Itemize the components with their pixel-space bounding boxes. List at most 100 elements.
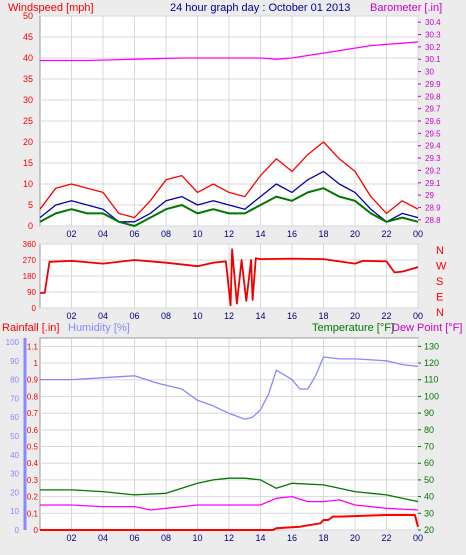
- temperature-tick-label: 30: [424, 508, 434, 518]
- time-tick-label: 02: [66, 533, 76, 543]
- time-tick-label: 02: [66, 311, 76, 321]
- temperature-axis-title: Temperature [°F]: [312, 322, 394, 334]
- windspeed-tick-label: 15: [23, 158, 33, 168]
- barometer-tick-label: 28.9: [425, 203, 441, 212]
- time-tick-label: 14: [255, 533, 265, 543]
- temperature-tick-label: 100: [424, 391, 439, 401]
- time-tick-label: 00: [413, 533, 423, 543]
- barometer-tick-label: 29.6: [425, 117, 441, 126]
- humidity-tick-label: 20: [10, 488, 19, 497]
- rainfall-axis-title: Rainfall [.in]: [2, 322, 59, 334]
- rainfall-tick-label: 1: [34, 359, 39, 368]
- dewpoint-line: [40, 495, 419, 511]
- direction-tick-label: 180: [23, 272, 37, 281]
- barometer-tick-label: 30.1: [425, 55, 441, 64]
- windspeed-tick-label: 5: [28, 200, 33, 210]
- time-tick-label: 16: [287, 229, 297, 239]
- time-tick-label: 22: [381, 229, 391, 239]
- windspeed-tick-label: 35: [23, 74, 33, 84]
- barometer-tick-label: 30.2: [425, 43, 441, 52]
- barometer-tick-label: 28.8: [425, 216, 441, 225]
- rainfall-tick-label: 0: [34, 526, 39, 535]
- rainfall-tick-label: 0.6: [27, 426, 39, 435]
- windspeed-tick-label: 40: [23, 53, 33, 63]
- barometer-tick-label: 29.2: [425, 166, 441, 175]
- time-tick-label: 10: [192, 533, 202, 543]
- barometer-tick-label: 30: [425, 68, 434, 77]
- barometer-tick-label: 29.4: [425, 142, 441, 151]
- time-tick-label: 04: [98, 533, 108, 543]
- windspeed-tick-label: 50: [23, 11, 33, 21]
- humidity-tick-label: 90: [10, 357, 19, 366]
- rainfall-tick-label: 0.8: [27, 392, 39, 401]
- time-tick-label: 08: [161, 229, 171, 239]
- compass-label: W: [436, 261, 447, 273]
- compass-label: S: [436, 276, 443, 288]
- gust-line: [39, 141, 419, 219]
- temperature-tick-label: 20: [424, 525, 434, 535]
- time-tick-label: 10: [192, 311, 202, 321]
- rainfall-tick-label: 0.1: [27, 509, 39, 518]
- time-tick-label: 00: [413, 311, 423, 321]
- compass-label: N: [436, 245, 444, 257]
- time-tick-label: 04: [98, 311, 108, 321]
- time-tick-label: 12: [224, 311, 234, 321]
- time-tick-label: 00: [413, 229, 423, 239]
- barometer-tick-label: 30.4: [425, 18, 441, 27]
- rainfall-axis: 0 0.1 0.2 0.3 0.4 0.5 0.6 0.7 0.8 0.9 1 1.1: [27, 342, 39, 535]
- humidity-axis: 0 10 20 30 40 50 60 70 80 90 100: [6, 338, 20, 535]
- time-tick-label: 22: [381, 311, 391, 321]
- windspeed-axis: 0 5 10 15 20 25 30 35 40 45 50: [23, 11, 33, 231]
- time-tick-label: 02: [66, 229, 76, 239]
- direction-tick-label: 360: [23, 240, 37, 249]
- direction-time-axis: 02 04 06 08 10 12 14 16 18 20 22 00: [66, 311, 423, 321]
- time-tick-label: 18: [318, 311, 328, 321]
- windspeed-tick-label: 25: [23, 116, 33, 126]
- barometer-tick-label: 29.1: [425, 179, 441, 188]
- direction-line: [40, 248, 419, 307]
- weather-panel-grid: [40, 338, 419, 531]
- temperature-tick-label: 50: [424, 475, 434, 485]
- average-wind-line: [39, 170, 419, 223]
- time-tick-label: 06: [129, 229, 139, 239]
- time-tick-label: 18: [318, 229, 328, 239]
- humidity-axis-title: Humidity [%]: [68, 322, 130, 334]
- windspeed-tick-label: 10: [23, 179, 33, 189]
- humidity-tick-label: 10: [10, 507, 19, 516]
- barometer-axis-title: Barometer [.in]: [370, 2, 442, 14]
- time-tick-label: 20: [350, 229, 360, 239]
- temperature-tick-label: 80: [424, 425, 434, 435]
- barometer-tick-label: 30.3: [425, 31, 441, 40]
- time-tick-label: 18: [318, 533, 328, 543]
- temperature-tick-label: 110: [424, 375, 438, 385]
- rainfall-tick-label: 0.4: [27, 459, 39, 468]
- windspeed-axis-title: Windspeed [mph]: [8, 2, 94, 14]
- time-tick-label: 04: [98, 229, 108, 239]
- time-tick-label: 20: [350, 533, 360, 543]
- barometer-line: [40, 41, 419, 62]
- temperature-axis: 20 30 40 50 60 70 80 90 100 110 120 130: [418, 341, 439, 535]
- time-tick-label: 10: [192, 229, 202, 239]
- time-tick-label: 14: [255, 311, 265, 321]
- humidity-tick-label: 30: [10, 470, 19, 479]
- wind-speed-line: [39, 187, 419, 227]
- humidity-tick-label: 60: [10, 413, 19, 422]
- humidity-tick-label: 50: [10, 432, 19, 441]
- weather-series: [40, 356, 419, 531]
- humidity-tick-label: 70: [10, 394, 19, 403]
- humidity-line: [40, 356, 419, 420]
- direction-degrees-axis: 360 270 180 90 0: [23, 240, 37, 313]
- time-tick-label: 12: [224, 229, 234, 239]
- weather-time-axis: 02 04 06 08 10 12 14 16 18 20 22 00: [66, 533, 423, 543]
- time-tick-label: 06: [129, 311, 139, 321]
- rainfall-tick-label: 1.1: [27, 342, 39, 351]
- rainfall-tick-label: 0.5: [27, 443, 39, 452]
- time-tick-label: 20: [350, 311, 360, 321]
- temperature-tick-label: 130: [424, 341, 439, 351]
- temperature-tick-label: 60: [424, 458, 434, 468]
- temperature-tick-label: 70: [424, 442, 434, 452]
- compass-label: N: [436, 307, 444, 319]
